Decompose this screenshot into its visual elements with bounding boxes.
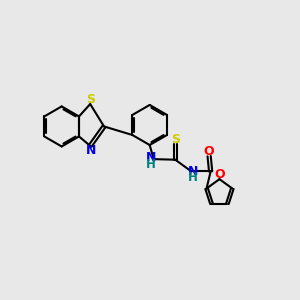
Text: H: H [146, 158, 156, 171]
Text: N: N [85, 144, 96, 158]
Text: N: N [146, 152, 156, 164]
Text: O: O [204, 145, 214, 158]
Text: H: H [188, 172, 198, 184]
Text: O: O [214, 168, 225, 181]
Text: N: N [188, 165, 198, 178]
Text: S: S [86, 93, 95, 106]
Text: S: S [171, 133, 180, 146]
